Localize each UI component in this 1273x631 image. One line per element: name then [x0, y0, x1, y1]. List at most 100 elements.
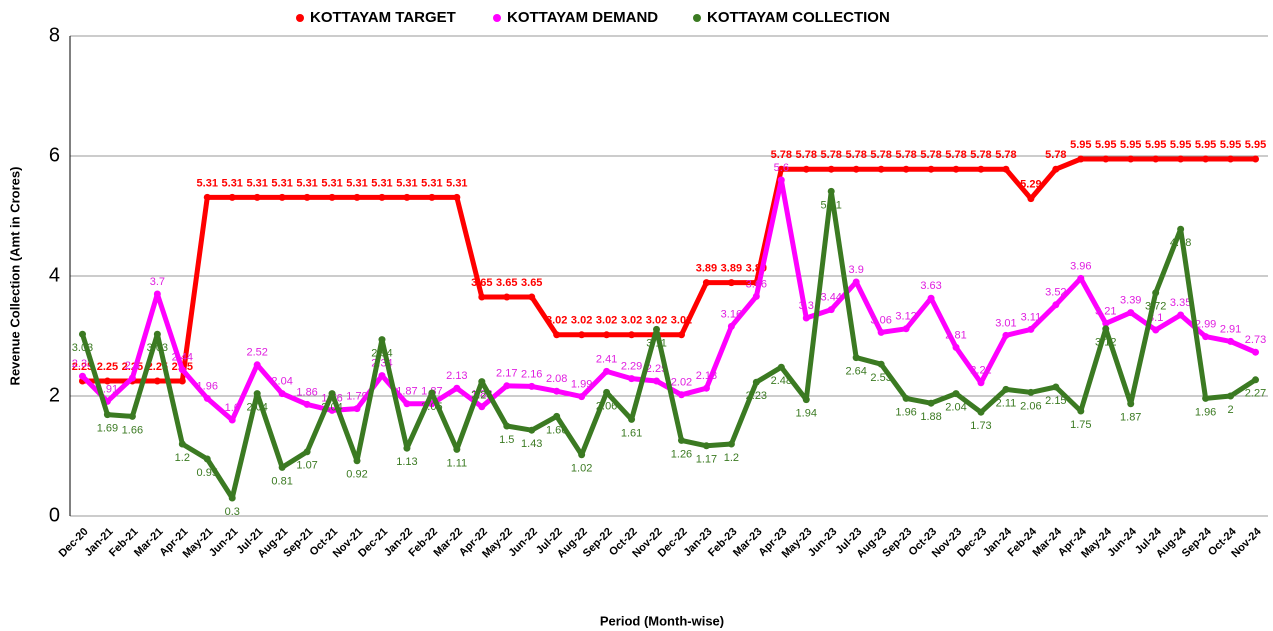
point [228, 416, 236, 424]
point [727, 440, 735, 448]
y-tick-label: 0 [49, 504, 60, 526]
point [777, 363, 785, 371]
point [677, 391, 685, 399]
data-label: 1.5 [499, 434, 514, 446]
point [1202, 333, 1210, 341]
point [927, 294, 935, 302]
legend-marker [693, 14, 701, 22]
point [1052, 301, 1060, 309]
point [927, 165, 935, 173]
point [328, 193, 336, 201]
y-tick-label: 2 [49, 384, 60, 406]
point [528, 382, 536, 390]
y-tick-label: 8 [49, 24, 60, 46]
data-label: 1.87 [1120, 412, 1141, 424]
point [1127, 309, 1135, 317]
point [353, 457, 361, 465]
point [1252, 376, 1260, 384]
data-label: 1.96 [1195, 406, 1216, 418]
point [503, 293, 511, 301]
point [1027, 388, 1035, 396]
data-label: 3.72 [1145, 301, 1166, 313]
point [103, 411, 111, 419]
point [428, 193, 436, 201]
data-label: 2.16 [521, 368, 542, 380]
data-label: 5.31 [222, 177, 243, 189]
data-label: 5.95 [1070, 139, 1091, 151]
point [752, 292, 760, 300]
point [628, 375, 636, 383]
data-label: 5.95 [1170, 139, 1191, 151]
data-label: 2.81 [945, 329, 966, 341]
data-label: 5.31 [271, 177, 292, 189]
data-label: 1.87 [396, 386, 417, 398]
point [503, 382, 511, 390]
point [877, 360, 885, 368]
point [702, 279, 710, 287]
data-label: 1.02 [571, 463, 592, 475]
point [1152, 289, 1160, 297]
data-label: 2.27 [1245, 388, 1266, 400]
data-label: 2.17 [496, 368, 517, 380]
data-label: 3.02 [621, 315, 642, 327]
data-label: 1.6 [225, 402, 240, 414]
point [777, 165, 785, 173]
data-label: 2.25 [72, 361, 93, 373]
data-label: 3.11 [646, 337, 667, 349]
legend-marker [296, 14, 304, 22]
point [1052, 165, 1060, 173]
data-label: 1.79 [346, 391, 367, 403]
data-label: 3.3 [799, 300, 814, 312]
data-label: 3.89 [721, 263, 742, 275]
data-label: 2.11 [996, 397, 1017, 409]
data-label: 5.41 [821, 199, 842, 211]
point [353, 193, 361, 201]
data-label: 1.88 [920, 411, 941, 423]
data-label: 2.05 [421, 401, 442, 413]
data-label: 5.95 [1095, 139, 1116, 151]
data-label: 1.94 [796, 408, 817, 420]
data-label: 3.12 [1095, 337, 1116, 349]
data-label: 5.29 [1020, 179, 1041, 191]
data-label: 5.78 [970, 149, 991, 161]
point [877, 165, 885, 173]
data-label: 1.66 [122, 424, 143, 436]
series-line [80, 188, 1257, 501]
data-label: 2.23 [746, 390, 767, 402]
point [178, 377, 186, 385]
point [927, 399, 935, 407]
legend-label: KOTTAYAM COLLECTION [707, 9, 890, 26]
point [603, 367, 611, 375]
point [553, 331, 561, 339]
data-label: 3.02 [571, 315, 592, 327]
point [378, 193, 386, 201]
data-label: 3.02 [546, 315, 567, 327]
point [478, 403, 486, 411]
data-label: 5.78 [771, 149, 792, 161]
point [777, 176, 785, 184]
data-label: 5.95 [1120, 139, 1141, 151]
x-axis-title: Period (Month-wise) [600, 613, 724, 628]
point [852, 278, 860, 286]
data-label: 3.11 [1021, 311, 1042, 323]
data-label: 1.17 [696, 454, 717, 466]
data-label: 5.31 [246, 177, 267, 189]
point [153, 290, 161, 298]
data-label: 2.08 [546, 373, 567, 385]
point [1027, 195, 1035, 203]
point [353, 405, 361, 413]
data-label: 3.52 [1045, 287, 1066, 299]
point [802, 314, 810, 322]
point [1177, 225, 1185, 233]
data-label: 0.3 [225, 506, 240, 518]
data-label: 2.13 [446, 370, 467, 382]
point [378, 372, 386, 380]
point [1077, 155, 1085, 163]
legend-label: KOTTAYAM TARGET [310, 9, 456, 26]
data-label: 5.78 [821, 149, 842, 161]
point [702, 442, 710, 450]
point [1152, 326, 1160, 334]
data-label: 3.02 [671, 315, 692, 327]
data-label: 1.61 [621, 427, 642, 439]
